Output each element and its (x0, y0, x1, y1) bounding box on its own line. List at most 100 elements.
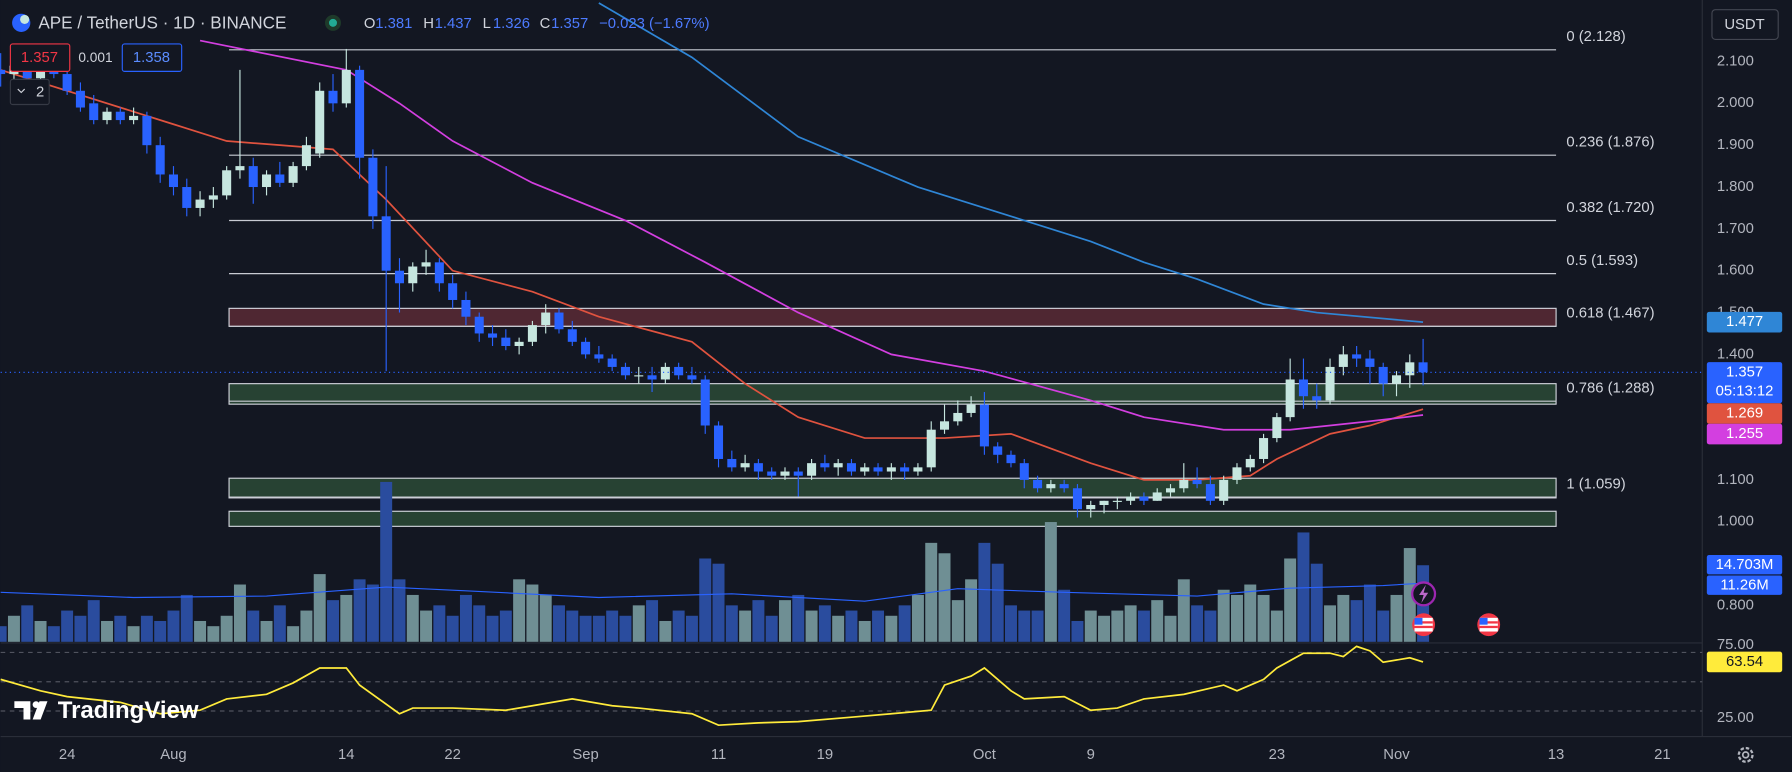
candle-body (1312, 396, 1322, 401)
ohlc-value: 1.381 (375, 16, 412, 32)
candle-body (1086, 504, 1096, 510)
volume-bar (526, 584, 539, 642)
ohlc-change: −0.023 (−1.67%) (599, 16, 710, 32)
candle-body (647, 375, 657, 380)
volume-bar (832, 615, 845, 642)
fib-label: 0.618 (1.467) (1566, 306, 1654, 322)
x-tick-label: 24 (59, 747, 76, 763)
volume-bar (1284, 558, 1297, 642)
candle-body (49, 69, 59, 75)
candle-body (1418, 362, 1428, 373)
candle-body (793, 471, 803, 476)
chevron-icon[interactable] (17, 88, 26, 94)
gear-icon[interactable] (1741, 751, 1750, 759)
flag-icon[interactable] (1414, 621, 1433, 624)
volume-bar (101, 620, 113, 642)
volume-bar (194, 620, 207, 642)
x-tick-label: Aug (160, 747, 186, 763)
volume-bar (127, 626, 140, 642)
event-icon[interactable] (1419, 584, 1429, 603)
gear-icon[interactable] (1737, 746, 1754, 763)
volume-bar (1217, 589, 1230, 642)
zone (228, 307, 1557, 327)
candle-body (1112, 500, 1122, 502)
volume-bar (951, 600, 964, 642)
volume-bar (579, 615, 592, 642)
rsi-tick-label: 75.00 (1717, 637, 1754, 653)
candle-body (860, 467, 870, 472)
indicators-toggle[interactable] (9, 78, 50, 106)
candle-body (341, 69, 351, 104)
candle-body (620, 366, 630, 376)
candle-body (36, 69, 46, 79)
candle-body (674, 366, 684, 376)
bid-box[interactable] (9, 43, 71, 72)
volume-bar (1137, 610, 1150, 642)
flag-icon[interactable] (1479, 617, 1488, 625)
volume-bar (114, 615, 127, 642)
us-event[interactable] (1477, 613, 1501, 637)
volume-bar (1111, 610, 1124, 642)
candle-body (394, 270, 404, 284)
x-tick-label: 19 (817, 747, 834, 763)
ma-value-box (1706, 311, 1783, 333)
volume-bar (327, 600, 339, 642)
candle-body (541, 312, 551, 326)
ask-box[interactable] (121, 43, 183, 72)
currency-button[interactable] (1711, 9, 1779, 40)
indicator-count[interactable]: 2 (36, 84, 44, 100)
volume-bar (1270, 610, 1283, 642)
rsi-value: 63.54 (1726, 654, 1763, 670)
flag-icon[interactable] (1414, 617, 1423, 625)
candle-body (368, 157, 378, 217)
candle-body (1019, 463, 1029, 480)
volume-bar (818, 605, 831, 642)
volume-bar (898, 605, 911, 642)
volume-bar (1363, 584, 1376, 642)
candle-body (514, 341, 524, 347)
volume-bar (180, 594, 193, 642)
volume-ma-line (0, 582, 1424, 602)
candle-body (780, 471, 790, 476)
volume-bar (273, 605, 286, 642)
volume-bar (1390, 594, 1403, 642)
y-tick-label: 2.000 (1717, 95, 1754, 111)
candle-body (527, 325, 537, 342)
candle-body (554, 312, 564, 330)
candle-body (1033, 479, 1043, 489)
candle-body (939, 421, 950, 430)
volume-ma-value-box (1706, 575, 1783, 595)
volume-bar (765, 615, 778, 642)
volume-bar (207, 626, 220, 642)
candle-body (846, 463, 856, 472)
volume-bar (553, 605, 565, 642)
candle-body (208, 195, 218, 200)
countdown: 05:13:12 (1716, 384, 1774, 400)
volume-bar (459, 594, 472, 642)
candle-body (820, 463, 830, 468)
candle-body (1046, 484, 1056, 489)
y-tick-label: 1.900 (1717, 137, 1754, 153)
us-event[interactable] (1412, 613, 1436, 637)
bid-price[interactable]: 1.357 (21, 50, 58, 66)
candle-body (1325, 366, 1335, 401)
candle-body (687, 375, 697, 380)
flag-icon[interactable] (1414, 625, 1433, 629)
candle-body (767, 471, 777, 476)
candle-body (262, 174, 272, 188)
candle-body (102, 111, 112, 121)
x-tick-label: 21 (1654, 747, 1671, 763)
candle-body (235, 166, 245, 171)
flag-icon[interactable] (1479, 621, 1498, 624)
currency-label[interactable]: USDT (1724, 17, 1764, 33)
volume-bar (725, 605, 738, 642)
flag-icon[interactable] (1479, 625, 1498, 629)
volume-bar (1377, 610, 1390, 642)
ask-price[interactable]: 1.358 (133, 50, 170, 66)
volume-bar (353, 579, 366, 642)
volume-bar (61, 610, 74, 642)
candle-body (886, 467, 896, 472)
settings-button[interactable] (1737, 746, 1754, 763)
